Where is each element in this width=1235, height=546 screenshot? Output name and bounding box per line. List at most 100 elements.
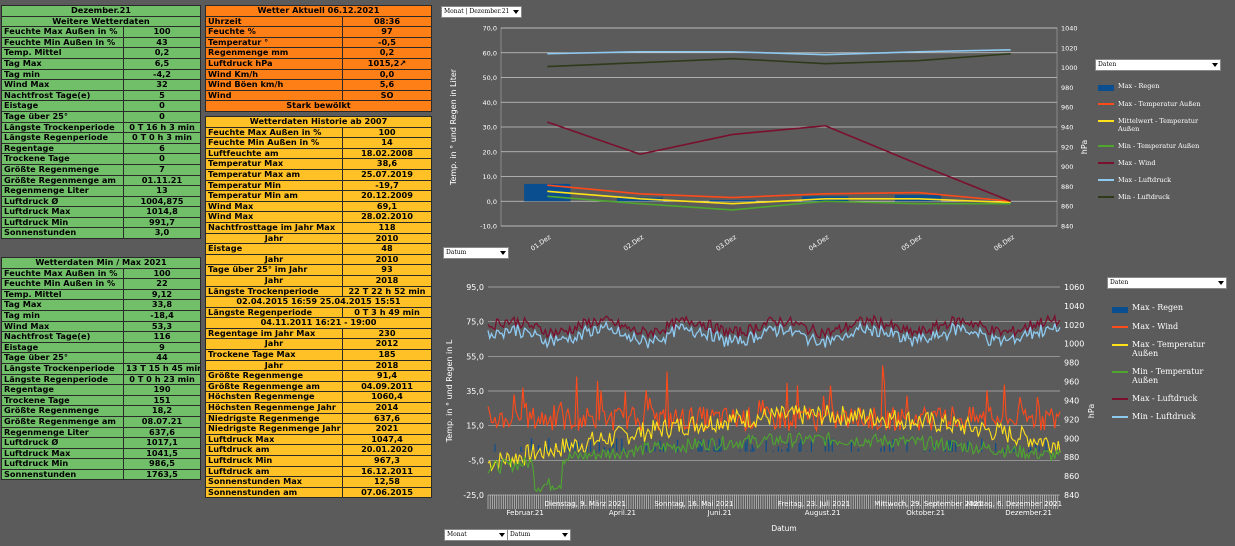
year-label: Luftdruck Min: [1, 458, 124, 470]
current-label: Uhrzeit: [205, 15, 343, 28]
history-row: Jahr 2012: [205, 338, 432, 351]
current-label: Stark bewölkt: [205, 100, 432, 112]
month-value: 0: [123, 100, 201, 112]
history-value: 25.07.2019: [342, 168, 432, 181]
year-row: Tag min -18,4: [1, 309, 201, 322]
year-row: Regenmenge Liter 637,6: [1, 426, 201, 439]
history-label: Temperatur Max: [205, 158, 343, 170]
x-tick-label: 03.Dez: [715, 233, 739, 253]
month-filter-value: Monat | Dezember.21: [444, 8, 510, 15]
legend-swatch: [1098, 120, 1114, 122]
history-label: Jahr: [205, 274, 343, 287]
history-row: Niedrigste Regenmenge 637,6: [205, 412, 432, 425]
history-row: Größte Regenmenge am 04.09.2011: [205, 380, 432, 393]
month-value: 0: [123, 153, 201, 165]
year-row: Temp. Mittel 9,12: [1, 288, 201, 301]
month-filter-select[interactable]: Monat | Dezember.21: [441, 6, 523, 18]
history-value: 93: [342, 264, 432, 276]
history-value: 2010: [342, 232, 432, 245]
month-label: Regenmenge Liter: [1, 185, 124, 197]
legend-swatch: [1098, 103, 1114, 105]
current-row: Feuchte % 97: [205, 26, 432, 38]
legend-entry: Min - Luftdruck: [1098, 193, 1218, 201]
history-value: 185: [342, 349, 432, 361]
datum-filter-top-value: Datum: [446, 249, 467, 256]
history-row: Jahr 2010: [205, 232, 432, 245]
y2-tick-label: 1020: [1061, 44, 1078, 52]
history-value: 48: [342, 243, 432, 255]
luftdruck-max-line: [487, 313, 1061, 339]
monat-filter-bottom[interactable]: Monat: [444, 529, 508, 541]
regen-bar: [709, 200, 756, 202]
daten-filter-bottom[interactable]: Daten: [1107, 277, 1227, 289]
monat-filter-bottom-value: Monat: [447, 531, 467, 538]
temp-min-line: [487, 431, 1061, 493]
y-tick-label: 0,0: [487, 198, 497, 206]
history-row: Größte Regenmenge 91,4: [205, 370, 432, 382]
legend-entry: Max - Temperatur Außen: [1098, 100, 1218, 108]
datum-filter-bottom[interactable]: Datum: [507, 529, 571, 541]
legend-swatch: [1112, 371, 1128, 373]
year-row: Feuchte Min Außen in % 22: [1, 278, 201, 290]
history-label: Temperatur Min: [205, 179, 343, 192]
x-tick-label: 04.Dez: [807, 233, 831, 253]
legend-entry: Mittelwert - Temperatur Außen: [1098, 117, 1218, 133]
legend-swatch: [1098, 196, 1114, 198]
y2-tick-label: 920: [1064, 415, 1079, 424]
history-value: 91,4: [342, 370, 432, 382]
legend-swatch: [1112, 307, 1128, 313]
month-row: Luftdruck Min 991,7: [1, 216, 201, 229]
x-tick-label: 01.Dez: [529, 233, 553, 253]
history-value: 2010: [342, 253, 432, 266]
date-label: Montag, 6. Dezember 2021: [966, 500, 1062, 508]
wind-line: [487, 365, 1061, 433]
y-tick-label: 20,0: [483, 148, 497, 156]
yearly-chart: 95,0 75,0 55,0 35,0 15,0 -5,0 -25,0 1060 1040 102…: [445, 283, 1096, 533]
history-row: Tage über 25° im Jahr 93: [205, 264, 432, 276]
x-tick-label: 05.Dez: [900, 233, 924, 253]
year-label: Wind Max: [1, 320, 124, 333]
history-row: Trockene Tage Max 185: [205, 349, 432, 361]
month-label: Wind Max: [1, 79, 124, 91]
y-tick-label: 15,0: [466, 422, 484, 431]
history-row: Temperatur Min -19,7: [205, 179, 432, 192]
current-value: 97: [342, 26, 432, 38]
legend-label: Max - Wind: [1118, 159, 1156, 167]
history-label: Trockene Tage Max: [205, 349, 343, 361]
x-axis-label: Datum: [771, 524, 796, 533]
legend-label: Max - Regen: [1132, 303, 1184, 312]
history-value: 69,1: [342, 200, 432, 213]
current-value: 08:36: [342, 15, 432, 28]
month-value: 0,2: [123, 47, 201, 59]
y2-tick-label: 960: [1061, 104, 1073, 112]
year-label: Eistage: [1, 341, 124, 354]
legend-entry: Max - Temperatur Außen: [1112, 340, 1227, 358]
temp-max-line: [487, 404, 1061, 472]
y2-tick-label: 860: [1064, 472, 1079, 481]
year-row: Längste Regenperiode 0 T 0 h 23 min: [1, 373, 201, 386]
year-label: Luftdruck Ø: [1, 437, 124, 449]
legend-label: Min - Luftdruck: [1132, 412, 1196, 421]
month-value: 991,7: [123, 216, 201, 229]
year-value: 100: [123, 267, 201, 280]
y2-tick-label: 1060: [1064, 283, 1084, 292]
y2-tick-label: 900: [1064, 434, 1079, 443]
month-row: Temp. Mittel 0,2: [1, 47, 201, 59]
history-value: 12,58: [342, 476, 432, 488]
month-label: Längste Regenperiode: [1, 132, 124, 144]
daten-filter-top[interactable]: Daten: [1095, 59, 1221, 71]
history-row: Niedrigste Regenmenge Jahr 2021: [205, 423, 432, 435]
month-value: 100: [123, 26, 201, 38]
history-label: Luftdruck Max: [205, 433, 343, 446]
year-value: 9,12: [123, 288, 201, 301]
datum-filter-top[interactable]: Datum: [443, 247, 509, 259]
month-value: -4,2: [123, 68, 201, 81]
month-label: Feuchte Max Außen in %: [1, 26, 124, 38]
chevron-down-icon: [1218, 281, 1224, 285]
series-line: [547, 190, 1011, 205]
history-label: Feuchte Max Außen in %: [205, 126, 343, 139]
month-row: Sonnenstunden 3,0: [1, 227, 201, 240]
current-label: Wind Böen km/h: [205, 79, 343, 91]
legend-entry: Max - Luftdruck: [1098, 176, 1218, 184]
current-label: Feuchte %: [205, 26, 343, 38]
